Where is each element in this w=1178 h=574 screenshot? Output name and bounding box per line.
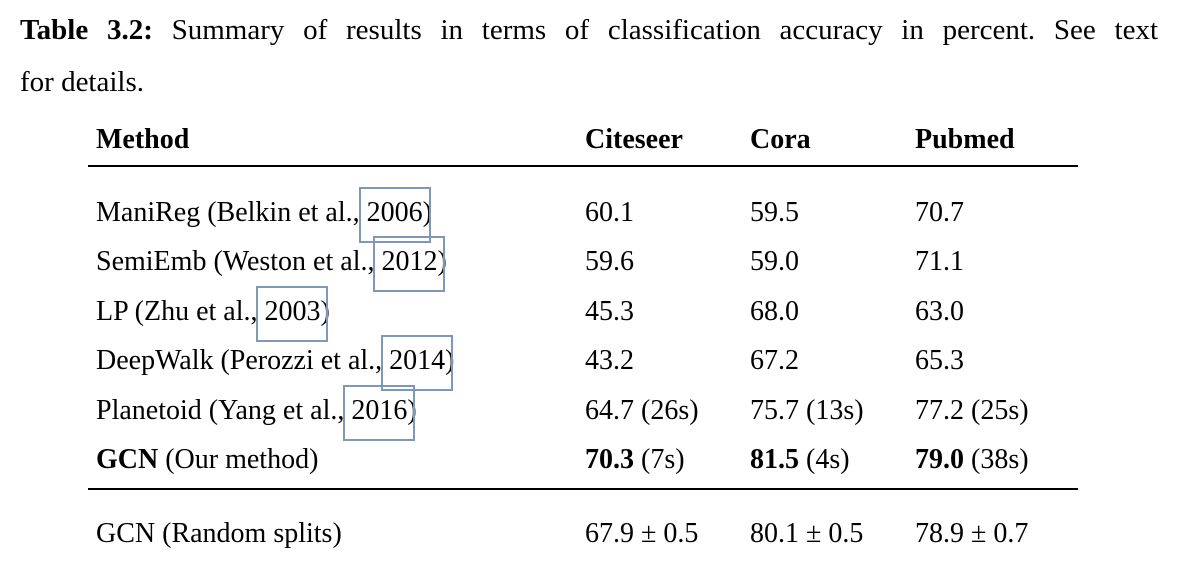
method-cell: Planetoid (Yang et al., 2016) <box>88 384 585 441</box>
method-cell: LP (Zhu et al., 2003) <box>88 285 585 342</box>
method-text-close: ) <box>320 295 330 327</box>
citeseer-value: 67.9 ± 0.5 <box>585 518 699 549</box>
citation-year-link[interactable]: 2003 <box>256 285 329 342</box>
table-row-gcn: GCN (Our method) 70.3 (7s) 81.5 (4s) 79.… <box>88 436 1078 486</box>
method-text: (Our method) <box>158 444 319 476</box>
pubmed-value: 70.7 <box>915 196 964 228</box>
citeseer-value: 70.3 (7s) <box>585 444 750 476</box>
method-cell: GCN (Random splits) <box>96 518 342 549</box>
column-header-citeseer: Citeseer <box>585 124 683 155</box>
table-row-lp: LP (Zhu et al., 2003) 45.3 68.0 63.0 <box>88 285 1078 342</box>
citeseer-value: 59.6 <box>585 246 634 278</box>
column-header-method: Method <box>96 124 190 155</box>
citation-year-link[interactable]: 2016 <box>343 384 416 441</box>
cora-value: 81.5 (4s) <box>750 444 915 476</box>
method-text-close: ) <box>422 196 432 228</box>
cora-value: 80.1 ± 0.5 <box>750 518 864 549</box>
citation-year-link[interactable]: 2006 <box>358 186 431 243</box>
pubmed-value: 65.3 <box>915 345 964 377</box>
citeseer-value: 60.1 <box>585 196 634 228</box>
method-cell: GCN (Our method) <box>88 444 585 476</box>
runtime-text: (7s) <box>634 444 685 476</box>
method-text-close: ) <box>437 246 447 278</box>
pubmed-value: 77.2 (25s) <box>915 394 1029 426</box>
method-text-close: ) <box>445 345 455 377</box>
table-caption: Table 3.2: Summary of results in terms o… <box>20 4 1158 108</box>
table-row-semiemb: SemiEmb (Weston et al., 2012) 59.6 59.0 … <box>88 236 1078 293</box>
accuracy-bold: 79.0 <box>915 444 964 476</box>
table-row-gcn-random-splits: GCN (Random splits) 67.9 ± 0.5 80.1 ± 0.… <box>88 490 1078 562</box>
citeseer-value: 43.2 <box>585 345 634 377</box>
table-row-planetoid: Planetoid (Yang et al., 2016) 64.7 (26s)… <box>88 384 1078 441</box>
table-row-deepwalk: DeepWalk (Perozzi et al., 2014) 43.2 67.… <box>88 335 1078 392</box>
runtime-text: (38s) <box>964 444 1029 476</box>
method-text-close: ) <box>407 394 417 426</box>
method-text: SemiEmb (Weston et al., <box>96 246 382 278</box>
column-header-cora: Cora <box>750 124 811 155</box>
cora-value: 59.0 <box>750 246 799 278</box>
column-header-pubmed: Pubmed <box>915 124 1015 155</box>
method-cell: DeepWalk (Perozzi et al., 2014) <box>88 335 585 392</box>
cora-value: 67.2 <box>750 345 799 377</box>
pubmed-value: 78.9 ± 0.7 <box>915 518 1029 549</box>
citeseer-value: 45.3 <box>585 295 634 327</box>
caption-line-2: for details. <box>20 66 145 98</box>
caption-label: Table 3.2: <box>20 14 153 46</box>
results-table: Method Citeseer Cora Pubmed ManiReg (Bel… <box>88 115 1078 562</box>
method-text: LP (Zhu et al., <box>96 295 265 327</box>
accuracy-bold: 70.3 <box>585 444 634 476</box>
table-body: ManiReg (Belkin et al., 2006) 60.1 59.5 … <box>88 167 1078 490</box>
accuracy-bold: 81.5 <box>750 444 799 476</box>
method-text: Planetoid (Yang et al., <box>96 394 352 426</box>
method-name-bold: GCN <box>96 444 159 476</box>
method-cell: SemiEmb (Weston et al., 2012) <box>88 236 585 293</box>
table-header-row: Method Citeseer Cora Pubmed <box>88 115 1078 167</box>
cora-value: 68.0 <box>750 295 799 327</box>
citation-year-link[interactable]: 2012 <box>373 236 446 293</box>
method-text: ManiReg (Belkin et al., <box>96 196 367 228</box>
table-row-manireg: ManiReg (Belkin et al., 2006) 60.1 59.5 … <box>88 186 1078 243</box>
caption-text: Summary of results in terms of classific… <box>171 14 1158 46</box>
pubmed-value: 71.1 <box>915 246 964 278</box>
method-text: DeepWalk (Perozzi et al., <box>96 345 390 377</box>
citeseer-value: 64.7 (26s) <box>585 394 699 426</box>
cora-value: 75.7 (13s) <box>750 394 864 426</box>
citation-year-link[interactable]: 2014 <box>381 335 454 392</box>
method-cell: ManiReg (Belkin et al., 2006) <box>88 186 585 243</box>
runtime-text: (4s) <box>799 444 850 476</box>
pubmed-value: 79.0 (38s) <box>915 444 1078 476</box>
cora-value: 59.5 <box>750 196 799 228</box>
pubmed-value: 63.0 <box>915 295 964 327</box>
caption-line-1: Table 3.2: Summary of results in terms o… <box>20 4 1158 56</box>
